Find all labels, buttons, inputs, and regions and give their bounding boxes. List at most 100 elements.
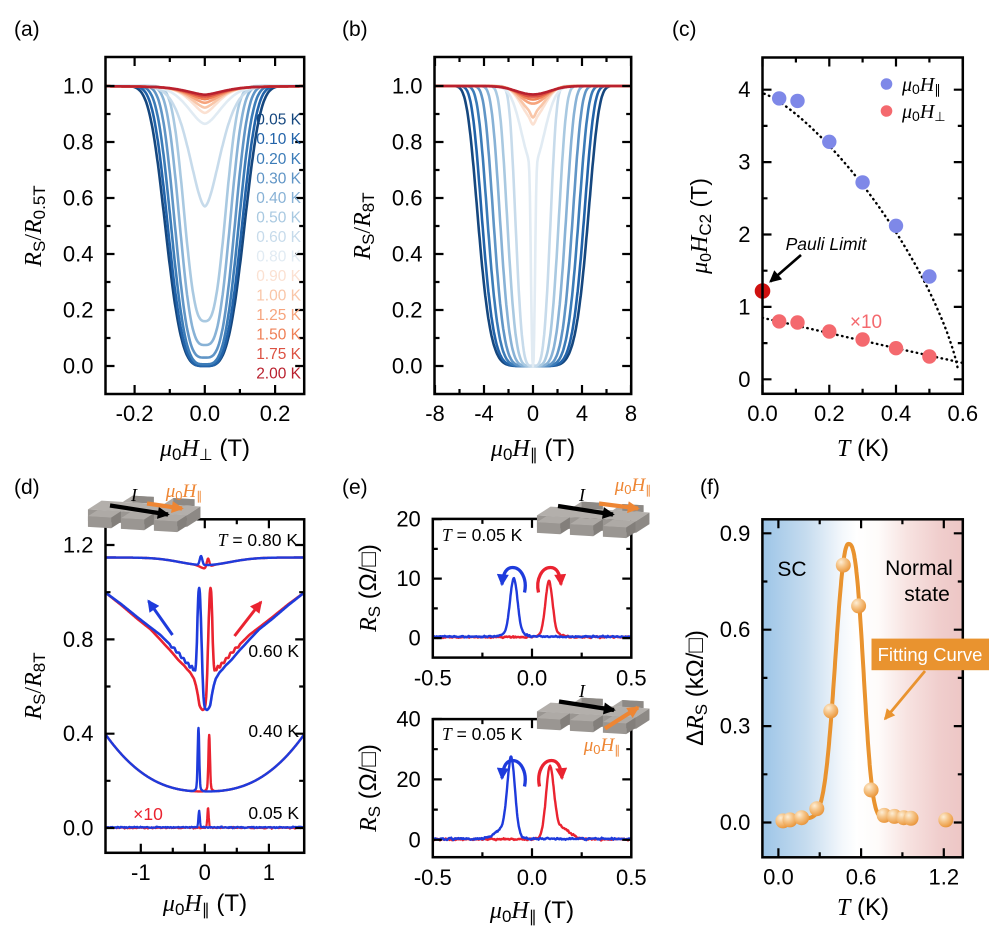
svg-text:(d): (d): [14, 476, 40, 499]
svg-text:0.20 K: 0.20 K: [256, 151, 301, 168]
svg-text:(c): (c): [672, 18, 697, 41]
svg-text:state: state: [904, 583, 950, 606]
svg-text:0.30 K: 0.30 K: [256, 170, 301, 187]
svg-text:0.5: 0.5: [616, 865, 647, 890]
svg-text:ΔRS (kΩ/□): ΔRS (kΩ/□): [682, 630, 711, 746]
svg-text:(f): (f): [700, 476, 720, 499]
svg-text:-1: -1: [131, 860, 151, 885]
svg-text:0.0: 0.0: [517, 666, 548, 691]
svg-text:0.10 K: 0.10 K: [256, 131, 301, 148]
svg-text:μ0H⊥: μ0H⊥: [901, 101, 946, 124]
svg-text:0.0: 0.0: [517, 865, 548, 890]
svg-text:0.0: 0.0: [63, 816, 94, 841]
svg-text:T = 0.80 K: T = 0.80 K: [218, 530, 299, 550]
svg-text:0.05 K: 0.05 K: [256, 112, 301, 129]
svg-text:μ0H∥: μ0H∥: [614, 475, 652, 497]
svg-text:Normal: Normal: [885, 557, 953, 580]
svg-text:RS (Ω/□): RS (Ω/□): [355, 744, 384, 833]
svg-text:0.2: 0.2: [814, 401, 845, 426]
svg-text:T = 0.05 K: T = 0.05 K: [442, 724, 523, 744]
svg-text:1: 1: [738, 294, 750, 319]
svg-text:T = 0.05 K: T = 0.05 K: [442, 525, 523, 545]
svg-text:40: 40: [396, 707, 420, 732]
svg-text:0.60 K: 0.60 K: [248, 641, 299, 661]
svg-text:1.0: 1.0: [392, 74, 423, 99]
svg-text:0.60 K: 0.60 K: [256, 229, 301, 246]
svg-text:0.9: 0.9: [720, 521, 751, 546]
svg-text:-0.5: -0.5: [414, 865, 452, 890]
svg-text:-0.2: -0.2: [116, 401, 154, 426]
svg-text:μ0HC2 (T): μ0HC2 (T): [686, 178, 715, 275]
svg-text:(a): (a): [14, 18, 40, 41]
svg-text:μ0H∥ (T): μ0H∥ (T): [490, 435, 575, 464]
svg-text:8: 8: [625, 401, 637, 426]
svg-text:0.2: 0.2: [392, 298, 423, 323]
svg-text:0.40 K: 0.40 K: [248, 721, 299, 741]
svg-text:μ0H∥ (T): μ0H∥ (T): [489, 897, 574, 926]
svg-text:RS/R8T: RS/R8T: [21, 652, 49, 720]
svg-text:×10: ×10: [133, 804, 163, 824]
svg-text:4: 4: [738, 77, 750, 102]
svg-text:3: 3: [738, 150, 750, 175]
svg-text:0.4: 0.4: [881, 401, 912, 426]
svg-text:0.6: 0.6: [720, 617, 751, 642]
svg-text:RS/R8T: RS/R8T: [350, 192, 378, 260]
svg-text:0.40 K: 0.40 K: [256, 190, 301, 207]
svg-text:RS (Ω/□): RS (Ω/□): [355, 544, 384, 633]
svg-text:I: I: [578, 681, 586, 701]
svg-text:1.0: 1.0: [63, 74, 94, 99]
svg-text:1.2: 1.2: [63, 533, 94, 558]
svg-text:μ0H∥: μ0H∥: [901, 74, 941, 97]
svg-text:4: 4: [576, 401, 588, 426]
svg-text:-0.5: -0.5: [414, 666, 452, 691]
svg-text:μ0H∥ (T): μ0H∥ (T): [162, 890, 247, 919]
svg-text:0.0: 0.0: [392, 354, 423, 379]
svg-text:0.8: 0.8: [392, 130, 423, 155]
svg-text:0.0: 0.0: [747, 401, 778, 426]
svg-text:0.4: 0.4: [63, 242, 94, 267]
svg-text:0.0: 0.0: [63, 354, 94, 379]
svg-text:-8: -8: [425, 401, 445, 426]
svg-text:0.90 K: 0.90 K: [256, 268, 301, 285]
svg-text:1: 1: [263, 860, 275, 885]
svg-text:1.25 K: 1.25 K: [256, 307, 301, 324]
svg-text:2.00 K: 2.00 K: [256, 366, 301, 383]
svg-text:10: 10: [396, 566, 420, 591]
svg-text:0.2: 0.2: [63, 298, 94, 323]
svg-text:0: 0: [527, 401, 539, 426]
svg-text:1.2: 1.2: [929, 864, 960, 889]
svg-text:0.05 K: 0.05 K: [248, 803, 299, 823]
svg-text:Pauli Limit: Pauli Limit: [786, 234, 868, 254]
svg-text:0.0: 0.0: [763, 864, 794, 889]
svg-text:0.6: 0.6: [948, 401, 979, 426]
svg-text:0: 0: [738, 367, 750, 392]
svg-text:20: 20: [396, 507, 420, 532]
svg-text:μ0H⊥ (T): μ0H⊥ (T): [159, 435, 250, 464]
svg-text:0.4: 0.4: [392, 242, 423, 267]
svg-text:0.4: 0.4: [63, 721, 94, 746]
svg-text:0.2: 0.2: [260, 401, 291, 426]
svg-text:0: 0: [409, 626, 421, 651]
svg-text:(b): (b): [342, 18, 368, 41]
svg-text:Fitting Curve: Fitting Curve: [878, 644, 983, 665]
svg-text:(e): (e): [342, 476, 368, 499]
svg-text:μ0H∥: μ0H∥: [165, 481, 203, 503]
svg-text:0.6: 0.6: [63, 186, 94, 211]
svg-text:-4: -4: [474, 401, 494, 426]
svg-text:1.50 K: 1.50 K: [256, 327, 301, 344]
svg-text:0.8: 0.8: [63, 627, 94, 652]
svg-text:0.6: 0.6: [392, 186, 423, 211]
svg-text:0.0: 0.0: [190, 401, 221, 426]
svg-text:0.5: 0.5: [616, 666, 647, 691]
svg-text:1.75 K: 1.75 K: [256, 346, 301, 363]
svg-text:×10: ×10: [850, 312, 882, 333]
svg-text:0: 0: [409, 827, 421, 852]
svg-text:0.8: 0.8: [63, 130, 94, 155]
svg-text:I: I: [578, 485, 586, 505]
svg-text:0: 0: [199, 860, 211, 885]
svg-text:I: I: [130, 485, 138, 505]
svg-text:T (K): T (K): [837, 435, 889, 462]
svg-text:SC: SC: [777, 558, 806, 581]
svg-text:20: 20: [396, 767, 420, 792]
svg-text:2: 2: [738, 222, 750, 247]
